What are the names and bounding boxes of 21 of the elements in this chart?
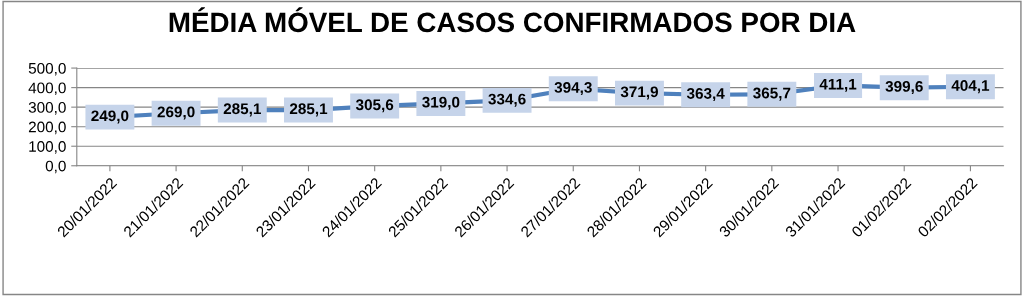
y-tick-label: 0,0 bbox=[45, 160, 66, 174]
data-label: 365,7 bbox=[753, 87, 791, 101]
data-label: 285,1 bbox=[289, 103, 328, 117]
data-label: 411,1 bbox=[819, 78, 857, 92]
data-label: 363,4 bbox=[686, 88, 725, 102]
y-tick-label: 500,0 bbox=[28, 62, 66, 76]
data-label: 305,6 bbox=[355, 99, 394, 113]
data-label: 249,0 bbox=[91, 110, 129, 124]
data-label: 371,9 bbox=[620, 86, 658, 100]
data-label: 394,3 bbox=[554, 82, 592, 96]
y-tick-label: 300,0 bbox=[28, 102, 66, 115]
data-label: 285,1 bbox=[223, 103, 261, 117]
data-label: 404,1 bbox=[951, 80, 990, 94]
data-label: 334,6 bbox=[488, 93, 526, 107]
data-label: 269,0 bbox=[157, 106, 195, 120]
data-label: 399,6 bbox=[885, 80, 923, 95]
data-label: 319,0 bbox=[422, 96, 460, 110]
y-tick-label: 400,0 bbox=[28, 82, 66, 96]
chart-title: MÉDIA MÓVEL DE CASOS CONFIRMADOS POR DIA bbox=[169, 7, 856, 33]
y-tick-label: 200,0 bbox=[28, 121, 66, 135]
y-tick-label: 100,0 bbox=[29, 141, 66, 154]
